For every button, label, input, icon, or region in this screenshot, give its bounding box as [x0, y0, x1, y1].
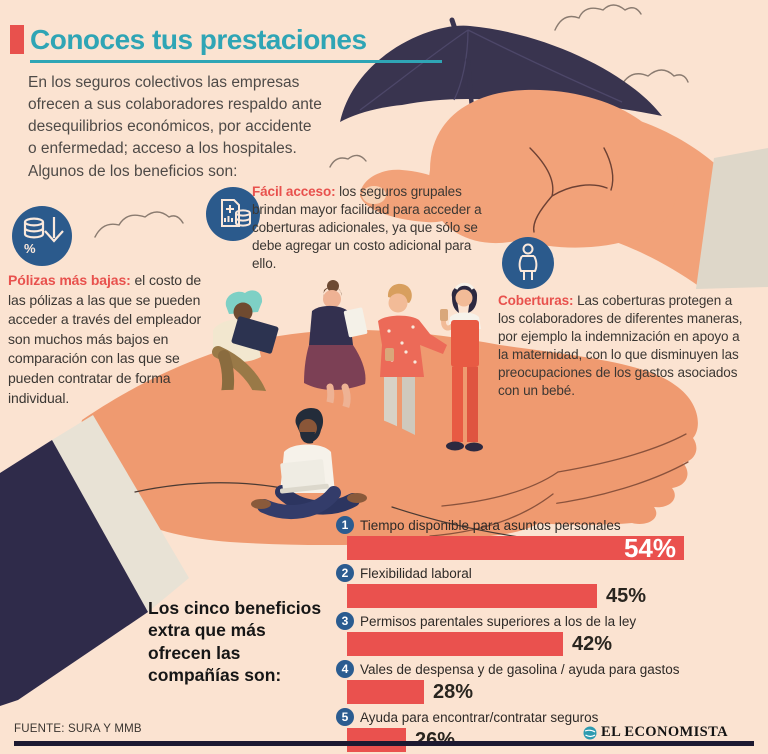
policy-document-coins-icon	[206, 187, 260, 241]
svg-text:%: %	[24, 241, 36, 256]
globe-icon	[583, 726, 597, 739]
footer-rule	[14, 741, 754, 746]
benefit-coberturas: Coberturas: Las coberturas protegen a lo…	[498, 292, 752, 400]
chart-row: 3 Permisos parentales superiores a los de…	[336, 612, 746, 656]
bar-value: 54%	[623, 533, 676, 563]
bar-value: 26%	[415, 729, 456, 751]
sleeve-cuff	[696, 148, 768, 289]
bar-label: Vales de despensa y de gasolina / ayuda …	[360, 661, 680, 677]
pregnant-woman-icon	[502, 237, 554, 289]
header: Conoces tus prestaciones	[10, 25, 442, 63]
person-overalls-woman	[440, 282, 483, 452]
rank-badge: 4	[336, 660, 354, 678]
brand: EL ECONOMISTA	[583, 724, 728, 741]
rank-badge: 5	[336, 708, 354, 726]
benefit-heading: Pólizas más bajas:	[8, 272, 131, 288]
person-laptop-left	[205, 290, 279, 438]
bar-label: Permisos parentales superiores a los de …	[360, 613, 637, 629]
title-accent-block	[10, 25, 24, 54]
benefit-text: el costo de las pólizas a las que se pue…	[8, 272, 202, 406]
chart-row: 4 Vales de despensa y de gasolina / ayuda…	[336, 660, 746, 704]
chart-row: 2 Flexibilidad laboral 45%	[336, 564, 746, 608]
rank-badge: 2	[336, 564, 354, 582]
benefit-polizas: Pólizas más bajas: el costo de las póliz…	[8, 271, 218, 408]
bar: 54%	[347, 533, 684, 563]
chart-row: 1 Tiempo disponible para asuntos personal…	[336, 516, 746, 563]
benefits-chart-rows: 1 Tiempo disponible para asuntos personal…	[336, 516, 746, 752]
title-underline	[30, 60, 442, 63]
coins-percent-discount-icon: %	[12, 206, 72, 266]
benefit-heading: Coberturas:	[498, 293, 574, 308]
rank-badge: 3	[336, 612, 354, 630]
bar-label: Flexibilidad laboral	[360, 565, 472, 581]
page-title: Conoces tus prestaciones	[30, 23, 367, 55]
benefit-text: Las coberturas protegen a los colaborado…	[498, 293, 743, 398]
bar	[347, 584, 597, 608]
brand-name: EL ECONOMISTA	[601, 724, 728, 740]
cloud-icon	[94, 4, 689, 238]
person-laptop-center	[251, 407, 367, 519]
benefit-text: los seguros grupales brindan mayor facil…	[252, 184, 482, 271]
source-text: FUENTE: SURA Y MMB	[14, 723, 142, 735]
umbrella-hand-illustration	[360, 89, 768, 289]
bar-value: 45%	[606, 585, 647, 607]
benefit-facil-acceso: Fácil acceso: los seguros grupales brind…	[252, 183, 490, 273]
bar	[347, 632, 563, 656]
bar-value: 42%	[572, 633, 613, 655]
benefits-chart: 1 Tiempo disponible para asuntos personal…	[336, 516, 746, 754]
rank-badge: 1	[336, 516, 354, 534]
chart-intro-text: Los cinco beneficios extra que más ofrec…	[148, 598, 322, 686]
bar-label: Tiempo disponible para asuntos personale…	[360, 517, 621, 533]
benefit-heading: Fácil acceso:	[252, 184, 336, 199]
intro-text: En los seguros colectivos las empresas o…	[28, 74, 322, 180]
bar	[347, 680, 424, 704]
bar-label: Ayuda para encontrar/contratar seguros	[360, 709, 599, 725]
bar	[347, 728, 406, 752]
bar-value: 28%	[433, 681, 474, 703]
